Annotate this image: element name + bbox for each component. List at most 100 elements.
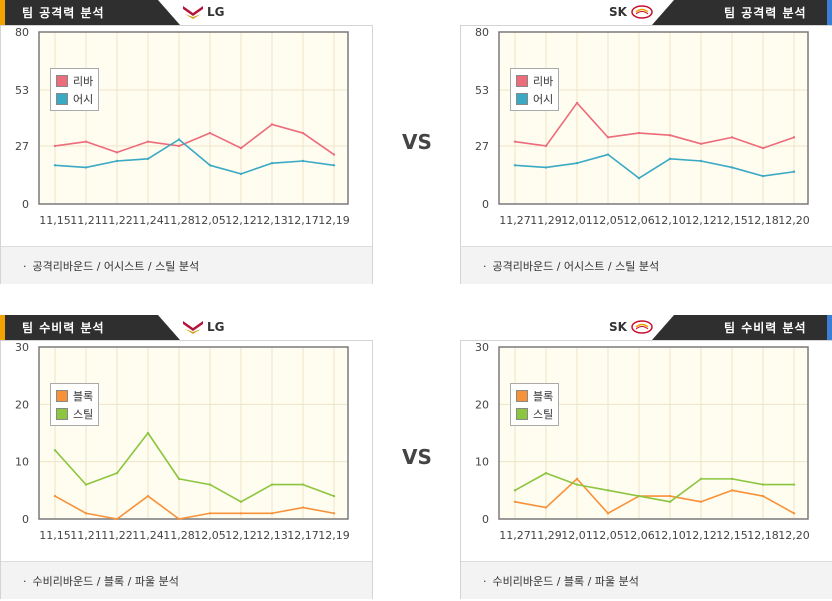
data-point <box>575 483 579 486</box>
series-line <box>54 495 335 520</box>
x-tick-label: 11,29 <box>530 529 562 542</box>
defense-tab-left: 팀 수비력 분석 <box>0 315 180 340</box>
chart-footer: · 수비리바운드 / 블록 / 파울 분석 <box>461 561 832 599</box>
plot-frame <box>498 346 809 520</box>
data-point <box>53 494 57 498</box>
legend-swatch <box>56 390 68 402</box>
x-tick-label: 12,18 <box>747 529 779 542</box>
y-tick-label: 53 <box>15 84 29 97</box>
data-point <box>239 172 243 176</box>
data-point <box>606 153 610 156</box>
data-point <box>637 494 641 498</box>
y-tick-label: 20 <box>15 398 29 411</box>
data-point <box>270 512 274 515</box>
data-point <box>115 471 119 475</box>
sk-logo-icon <box>631 5 653 19</box>
data-point <box>301 159 305 163</box>
attack-section: 팀 공격력 분석 LG SK 팀 공격력 분석 0 27 53 80 11,15 11,2… <box>0 0 832 290</box>
data-point <box>208 512 212 515</box>
y-tick-label: 27 <box>15 140 29 153</box>
data-point <box>699 142 703 145</box>
data-point <box>761 146 765 150</box>
x-tick-label: 12,10 <box>654 529 686 542</box>
x-tick-label: 12,17 <box>287 214 319 227</box>
defense-tab-right: 팀 수비력 분석 <box>652 315 832 340</box>
data-point <box>332 512 336 515</box>
chart-legend: 블록 스틸 <box>510 383 560 426</box>
footer-text: 수비리바운드 / 블록 / 파울 분석 <box>32 575 179 588</box>
data-point <box>177 477 181 481</box>
tab-background <box>652 0 832 25</box>
data-point <box>177 517 181 521</box>
data-point <box>239 512 243 515</box>
data-point <box>513 140 517 143</box>
series-line <box>514 102 795 149</box>
data-point <box>208 164 212 167</box>
plot-area <box>499 347 808 519</box>
x-tick-label: 11,24 <box>132 214 164 227</box>
x-tick-label: 12,18 <box>747 214 779 227</box>
chart-legend: 리바 어시 <box>50 68 100 111</box>
team-name: LG <box>207 320 225 334</box>
data-point <box>270 483 274 486</box>
legend-swatch <box>56 408 68 420</box>
data-point <box>730 477 734 481</box>
data-point <box>84 483 88 486</box>
data-point <box>53 144 57 148</box>
y-tick-label: 30 <box>475 341 489 354</box>
series-line <box>54 432 335 503</box>
vs-label: VS <box>402 445 432 469</box>
x-tick-label: 12,15 <box>716 214 748 227</box>
data-point <box>301 483 305 486</box>
legend-label: 스틸 <box>73 408 94 421</box>
x-tick-label: 12,20 <box>778 214 810 227</box>
legend-swatch <box>516 390 528 402</box>
y-tick-label: 53 <box>475 84 489 97</box>
data-point <box>177 144 181 148</box>
data-point <box>146 494 150 498</box>
x-tick-label: 11,28 <box>163 529 195 542</box>
data-point <box>761 494 765 498</box>
data-point <box>115 517 119 521</box>
data-point <box>332 494 336 498</box>
x-tick-label: 12,05 <box>592 214 624 227</box>
legend-label: 어시 <box>73 93 94 106</box>
x-tick-label: 11,22 <box>101 529 133 542</box>
footer-text: 공격리바운드 / 어시스트 / 스틸 분석 <box>492 260 660 273</box>
data-point <box>84 140 88 143</box>
x-tick-label: 12,05 <box>194 529 226 542</box>
team-sk-attack: SK <box>609 5 653 19</box>
data-point <box>761 174 765 178</box>
y-tick-label: 20 <box>475 398 489 411</box>
legend-swatch <box>56 93 68 105</box>
y-tick-label: 0 <box>22 198 29 211</box>
attack-panel-sk: 0 27 53 80 11,27 11,29 12,01 12,05 12,06 12,10 12,… <box>460 25 832 284</box>
legend-item: 블록 <box>56 387 93 405</box>
x-tick-label: 12,05 <box>194 214 226 227</box>
chart-footer: · 공격리바운드 / 어시스트 / 스틸 분석 <box>461 246 832 284</box>
data-point <box>730 489 734 492</box>
x-tick-label: 11,24 <box>132 529 164 542</box>
sk-logo-icon <box>631 320 653 334</box>
data-point <box>544 506 548 509</box>
plot-frame <box>38 346 349 520</box>
data-point <box>606 512 610 515</box>
chart-footer: · 공격리바운드 / 어시스트 / 스틸 분석 <box>1 246 372 284</box>
legend-item: 블록 <box>516 387 553 405</box>
data-point <box>575 477 579 481</box>
x-tick-label: 12,01 <box>561 529 593 542</box>
data-point <box>668 134 672 137</box>
x-tick-label: 12,19 <box>318 529 350 542</box>
x-tick-label: 11,15 <box>39 529 71 542</box>
legend-swatch <box>516 75 528 87</box>
x-tick-label: 12,10 <box>654 214 686 227</box>
data-point <box>146 140 150 143</box>
series-line <box>514 472 794 503</box>
x-tick-label: 11,15 <box>39 214 71 227</box>
team-lg-attack: LG <box>183 5 225 19</box>
data-point <box>301 131 305 135</box>
data-point <box>699 477 703 481</box>
attack-title-right: 팀 공격력 분석 <box>724 6 807 20</box>
